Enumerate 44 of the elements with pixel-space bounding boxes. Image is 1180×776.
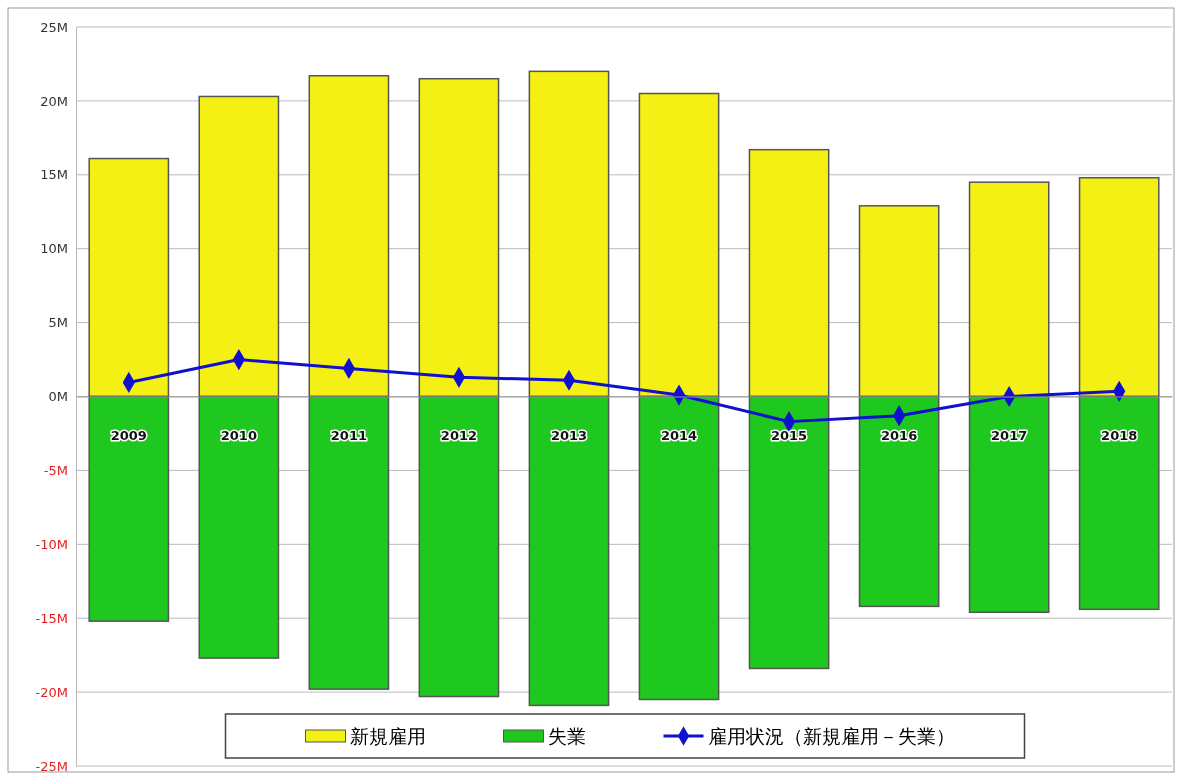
bar: [968, 181, 1050, 398]
bar: [638, 92, 720, 398]
y-tick-label: -10M: [35, 536, 68, 552]
x-tick-label: 2010: [220, 427, 257, 443]
bar: [198, 95, 280, 398]
bar: [528, 70, 610, 398]
bar: [418, 395, 500, 698]
bar: [308, 75, 390, 398]
y-tick-label: -15M: [35, 610, 68, 626]
bar: [198, 395, 280, 659]
bar: [308, 395, 390, 690]
x-tick-label: 2012: [440, 427, 478, 443]
y-tick-label: -5M: [43, 463, 68, 479]
y-tick-label: 25M: [40, 19, 68, 35]
bar: [748, 148, 830, 398]
bar: [528, 395, 610, 707]
y-tick-label: -25M: [35, 758, 68, 774]
y-tick-label: 20M: [40, 93, 68, 109]
legend-label: 新規雇用: [349, 725, 426, 747]
x-tick-label: 2013: [550, 427, 588, 443]
bar: [1078, 177, 1160, 398]
y-tick-label: 5M: [48, 315, 68, 331]
x-tick-label: 2016: [881, 427, 918, 443]
x-tick-label: 2014: [660, 427, 698, 443]
bar: [638, 395, 720, 701]
bar: [88, 395, 170, 622]
y-tick-label: 10M: [40, 241, 68, 257]
x-tick-label: 2011: [330, 427, 367, 443]
bar: [748, 395, 830, 670]
x-tick-label: 2009: [110, 427, 147, 443]
x-tick-label: 2018: [1101, 427, 1138, 443]
bar: [858, 205, 940, 398]
bar: [858, 395, 940, 608]
x-tick-label: 2017: [991, 427, 1028, 443]
y-tick-label: 15M: [40, 167, 68, 183]
bar: [1078, 395, 1160, 611]
bar: [418, 77, 500, 398]
bar: [88, 157, 170, 398]
x-tick-label: 2015: [770, 427, 808, 443]
y-tick-label: 0M: [48, 389, 68, 405]
legend-label: 失業: [547, 725, 586, 747]
bar: [968, 395, 1050, 614]
y-tick-label: -20M: [35, 684, 68, 700]
legend-label: 雇用状況（新規雇用－失業）: [707, 725, 955, 747]
